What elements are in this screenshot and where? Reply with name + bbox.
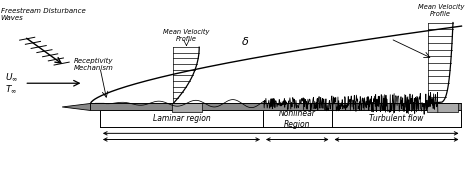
Text: $U_\infty$: $U_\infty$ <box>5 71 18 83</box>
Text: $T_\infty$: $T_\infty$ <box>5 83 18 95</box>
FancyBboxPatch shape <box>91 103 462 111</box>
Text: Turbulent flow: Turbulent flow <box>369 114 424 123</box>
Text: Freestream Disturbance
Waves: Freestream Disturbance Waves <box>0 8 85 21</box>
FancyBboxPatch shape <box>172 103 202 112</box>
Text: δ: δ <box>242 37 248 47</box>
Text: Mean Velocity
Profile: Mean Velocity Profile <box>163 29 210 42</box>
Text: Nonlinear
Region: Nonlinear Region <box>279 109 316 129</box>
Text: Laminar region: Laminar region <box>153 114 210 123</box>
FancyBboxPatch shape <box>427 103 458 112</box>
Text: Receptivity
Mechanism: Receptivity Mechanism <box>74 58 114 71</box>
Text: Mean Velocity
Profile: Mean Velocity Profile <box>418 4 464 17</box>
Polygon shape <box>62 103 91 111</box>
